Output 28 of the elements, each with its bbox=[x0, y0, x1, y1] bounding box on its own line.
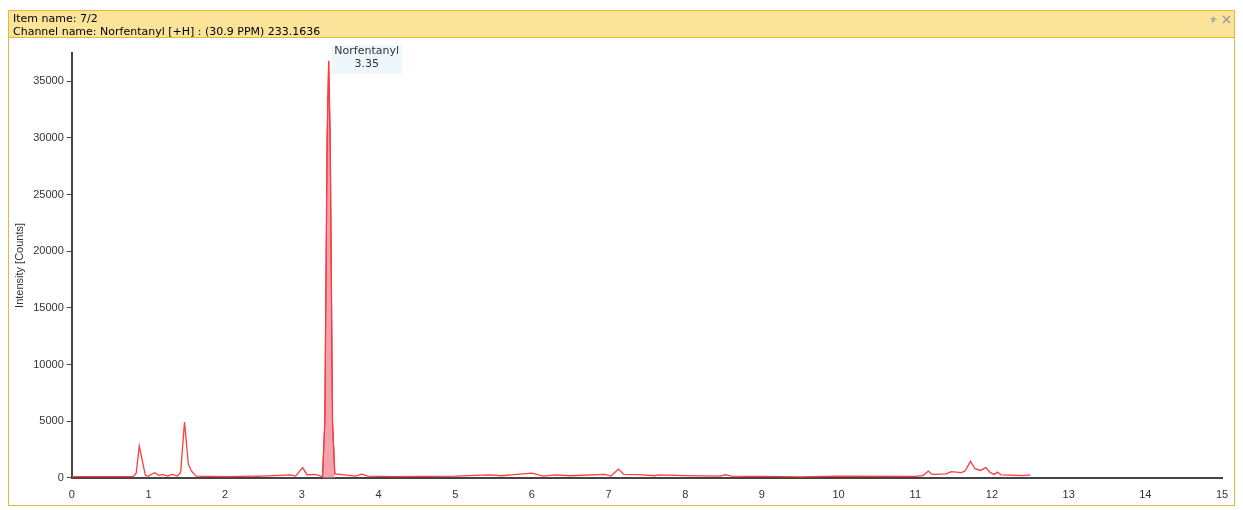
chart-title: Item name: 7/2 bbox=[13, 12, 99, 25]
x-tick-label: 12 bbox=[985, 488, 999, 501]
y-tick-label: 25000 bbox=[33, 187, 64, 200]
y-tick-label: 5000 bbox=[39, 414, 64, 427]
x-tick-label: 6 bbox=[528, 488, 535, 501]
annotation: Norfentanyl 3.35 bbox=[334, 44, 400, 71]
x-tick-label: 4 bbox=[375, 488, 382, 501]
y-tick-label: 20000 bbox=[33, 244, 64, 257]
x-tick-label: 5 bbox=[452, 488, 459, 501]
x-tick-label: 0 bbox=[68, 488, 75, 501]
x-tick-label: 11 bbox=[909, 488, 921, 501]
y-tick-label: 15000 bbox=[33, 300, 64, 313]
x-tick-label: 15 bbox=[1215, 488, 1229, 501]
x-tick-label: 8 bbox=[682, 488, 689, 501]
x-tick-label: 13 bbox=[1062, 488, 1075, 501]
x-tick-label: 1 bbox=[145, 488, 152, 501]
y-tick-label: 0 bbox=[57, 470, 64, 483]
y-tick-label: 30000 bbox=[33, 130, 64, 143]
x-tick-label: 7 bbox=[605, 488, 612, 501]
y-tick-label: 35000 bbox=[33, 74, 64, 87]
x-tick-label: 3 bbox=[298, 488, 305, 501]
y-tick-label: 10000 bbox=[33, 357, 64, 370]
x-tick-label: 14 bbox=[1139, 488, 1152, 501]
y-axis-title: Intensity [Counts] bbox=[12, 222, 25, 308]
x-tick-label: 10 bbox=[832, 488, 845, 501]
x-tick-label: 2 bbox=[222, 488, 229, 501]
x-tick-label: 9 bbox=[758, 488, 765, 501]
chart-subtitle: Channel name: Norfentanyl [+H] : (30.9 PPM) 233.1636 bbox=[13, 25, 322, 38]
